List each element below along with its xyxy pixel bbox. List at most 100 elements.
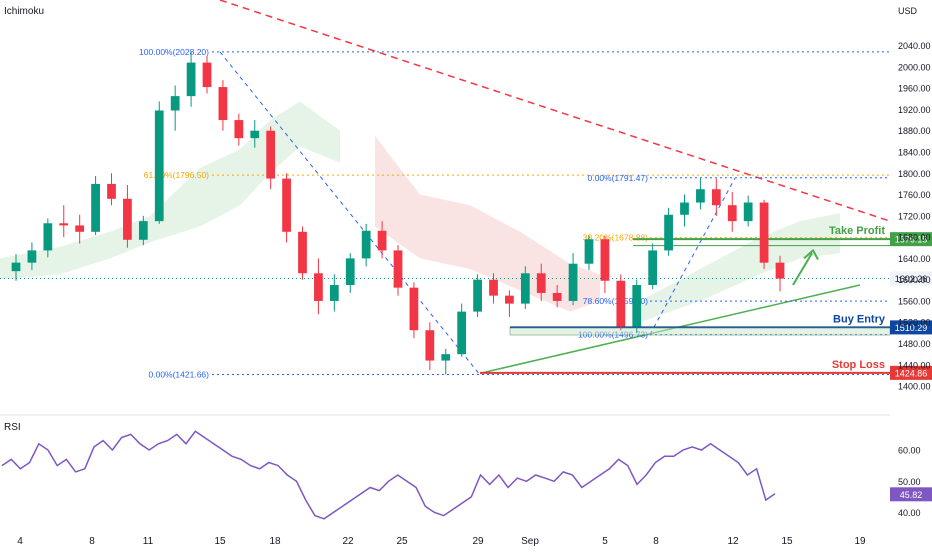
fib-trend-line-1 xyxy=(219,51,481,376)
currency-label: USD xyxy=(898,6,918,16)
level-value-badge xyxy=(890,320,932,335)
time-axis: 4 8 11 15 18 22 25 29 Sep 5 8 12 15 19 xyxy=(17,536,866,547)
candle-body xyxy=(361,230,371,259)
candlesticks xyxy=(11,51,785,375)
candle-body xyxy=(314,273,323,301)
candle-body xyxy=(759,202,769,263)
rsi-y-tick-label: 60.00 xyxy=(898,446,921,456)
candle-body xyxy=(457,311,467,355)
y-tick-label: 1640.00 xyxy=(898,254,931,264)
rsi-value-label: 45.82 xyxy=(900,490,923,500)
candle-body xyxy=(648,250,658,285)
fib-level-label: 61.80%(1796.50) xyxy=(144,170,209,180)
indicator-label: Ichimoku xyxy=(4,6,44,17)
x-tick-label: 4 xyxy=(17,536,23,547)
level-name-label: Take Profit xyxy=(829,225,885,237)
trade-levels: Take Profit 1676.15 Buy Entry 1510.29 Stop L… xyxy=(480,225,932,380)
x-tick-label: 25 xyxy=(396,536,408,547)
candle-body xyxy=(377,230,387,251)
y-tick-label: 1480.00 xyxy=(898,339,931,349)
x-tick-label: 22 xyxy=(342,536,354,547)
candle-body xyxy=(170,96,180,111)
y-tick-label: 1680.00 xyxy=(898,233,931,243)
y-tick-label: 2040.00 xyxy=(898,41,931,51)
fib-trend-line-2 xyxy=(649,177,736,335)
level-value-label: 1510.29 xyxy=(895,323,928,333)
y-tick-label: 1560.00 xyxy=(898,296,931,306)
fib-level-label: 38.20%(1678.88) xyxy=(583,233,648,243)
candle-body xyxy=(345,258,355,285)
candle-body xyxy=(59,223,69,226)
rsi-panel: 40.00 50.00 60.00 45.82 xyxy=(1,430,932,520)
candle-body xyxy=(250,130,260,139)
candle-body xyxy=(234,120,244,139)
y-tick-label: 1840.00 xyxy=(898,147,931,157)
buy-zone xyxy=(509,327,891,336)
x-tick-label: 8 xyxy=(653,536,659,547)
candle-body xyxy=(600,239,610,281)
candle-body xyxy=(218,87,228,121)
descending-trendline xyxy=(219,0,891,222)
level-name-label: Buy Entry xyxy=(833,313,886,325)
candle-body xyxy=(138,221,148,240)
candle-body xyxy=(329,284,339,301)
candle-body xyxy=(154,110,164,222)
y-tick-label: 1520.00 xyxy=(898,318,931,328)
fib-level-label: 0.00%(1421.66) xyxy=(149,370,210,380)
x-tick-label: 18 xyxy=(269,536,281,547)
rsi-label: RSI xyxy=(4,422,21,433)
fib-level-label: 78.60%(1559.80) xyxy=(583,296,648,306)
x-tick-label: 12 xyxy=(727,536,739,547)
candle-body xyxy=(536,273,546,293)
y-tick-label: 1720.00 xyxy=(898,211,931,221)
cloud-red-area xyxy=(375,136,600,312)
candle-body xyxy=(775,262,785,279)
level-name-label: Stop Loss xyxy=(832,359,885,371)
x-tick-label: 19 xyxy=(854,536,866,547)
candle-body xyxy=(186,62,196,97)
candle-body xyxy=(266,130,276,179)
y-tick-label: 1960.00 xyxy=(898,84,931,94)
rsi-line xyxy=(1,430,776,520)
current-price-badge xyxy=(890,271,932,286)
candle-body xyxy=(473,279,482,312)
fib-level-label: 100.00%(2028.20) xyxy=(139,47,209,57)
candle-body xyxy=(727,205,737,222)
candle-body xyxy=(489,279,498,296)
candle-body xyxy=(711,189,721,206)
candle-body xyxy=(409,287,419,331)
candle-body xyxy=(441,354,451,361)
projection-arrow-head xyxy=(803,248,819,260)
candle-body xyxy=(664,214,673,251)
candle-body xyxy=(107,183,116,199)
candle-body xyxy=(43,223,53,251)
y-tick-label: 1920.00 xyxy=(898,105,931,115)
candle-body xyxy=(584,239,594,264)
projection-arrow xyxy=(792,252,813,286)
y-tick-label: 1600.00 xyxy=(898,275,931,285)
candle-body xyxy=(91,183,100,232)
rsi-value-badge xyxy=(890,487,932,502)
current-price-label: 1602.26 xyxy=(895,274,928,284)
candle-body xyxy=(632,284,642,327)
candle-body xyxy=(520,273,530,304)
rsi-y-tick-label: 50.00 xyxy=(898,477,921,487)
x-tick-label: 15 xyxy=(214,536,226,547)
x-tick-label: 29 xyxy=(472,536,484,547)
x-tick-label: Sep xyxy=(521,536,539,547)
candle-body xyxy=(393,250,403,288)
candle-body xyxy=(505,295,514,304)
level-value-badge xyxy=(890,365,932,380)
candle-body xyxy=(696,189,705,203)
candle-body xyxy=(202,62,212,88)
candle-body xyxy=(616,280,626,327)
y-tick-label: 1880.00 xyxy=(898,126,931,136)
y-tick-label: 1760.00 xyxy=(898,190,931,200)
y-tick-label: 1400.00 xyxy=(898,382,931,392)
y-tick-label: 2000.00 xyxy=(898,62,931,72)
candle-body xyxy=(552,292,562,301)
cloud-green-area-2 xyxy=(640,213,840,323)
